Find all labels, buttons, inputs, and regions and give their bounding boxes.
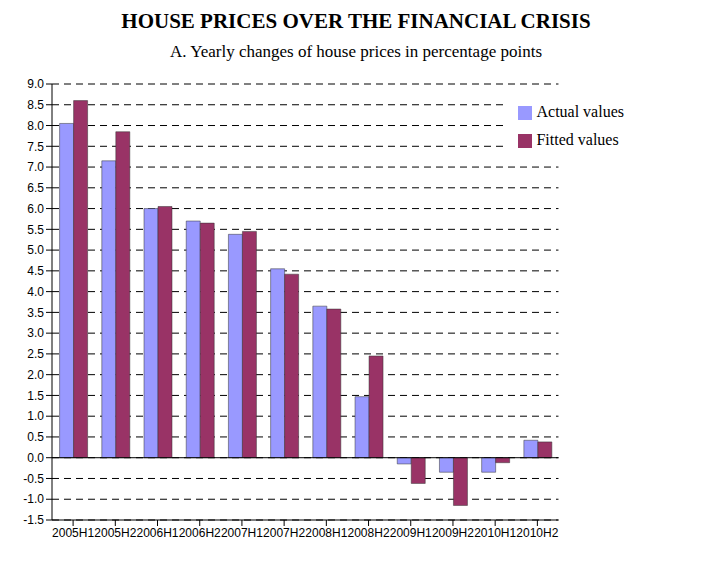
svg-text:3.0: 3.0	[27, 326, 44, 340]
svg-text:2009H1: 2009H1	[390, 526, 432, 540]
html-text:A. Yearly changes of house pri: A. Yearly changes of house prices in per…	[170, 42, 542, 61]
svg-text:2010H1: 2010H1	[474, 526, 516, 540]
svg-text:1.0: 1.0	[27, 409, 44, 423]
svg-text:1.5: 1.5	[27, 389, 44, 403]
svg-text:2.0: 2.0	[27, 368, 44, 382]
svg-text:0.0: 0.0	[27, 451, 44, 465]
svg-text:8.5: 8.5	[27, 98, 44, 112]
svg-text:7.0: 7.0	[27, 160, 44, 174]
svg-text:5.5: 5.5	[27, 223, 44, 237]
svg-text:0.5: 0.5	[27, 430, 44, 444]
svg-text:4.5: 4.5	[27, 264, 44, 278]
svg-text:2007H2: 2007H2	[263, 526, 305, 540]
svg-text:-1.0: -1.0	[23, 492, 44, 506]
svg-text:2010H2: 2010H2	[516, 526, 558, 540]
html-text:Fitted values: Fitted values	[536, 131, 619, 148]
svg-text:3.5: 3.5	[27, 306, 44, 320]
svg-text:8.0: 8.0	[27, 119, 44, 133]
svg-text:2008H2: 2008H2	[348, 526, 390, 540]
svg-text:2006H2: 2006H2	[179, 526, 221, 540]
svg-text:2006H1: 2006H1	[136, 526, 178, 540]
svg-text:4.0: 4.0	[27, 285, 44, 299]
svg-text:9.0: 9.0	[27, 77, 44, 91]
html-text:Actual values: Actual values	[536, 103, 624, 120]
svg-text:6.0: 6.0	[27, 202, 44, 216]
svg-text:2005H1: 2005H1	[52, 526, 94, 540]
svg-text:2009H2: 2009H2	[432, 526, 474, 540]
svg-text:5.0: 5.0	[27, 243, 44, 257]
svg-text:6.5: 6.5	[27, 181, 44, 195]
svg-text:-1.5: -1.5	[23, 513, 44, 527]
svg-text:2008H1: 2008H1	[305, 526, 347, 540]
svg-text:2.5: 2.5	[27, 347, 44, 361]
svg-text:2005H2: 2005H2	[94, 526, 136, 540]
svg-text:2007H1: 2007H1	[221, 526, 263, 540]
svg-text:7.5: 7.5	[27, 140, 44, 154]
html-text:HOUSE PRICES OVER THE FINANCIA: HOUSE PRICES OVER THE FINANCIAL CRISIS	[121, 9, 591, 33]
svg-text:-0.5: -0.5	[23, 472, 44, 486]
